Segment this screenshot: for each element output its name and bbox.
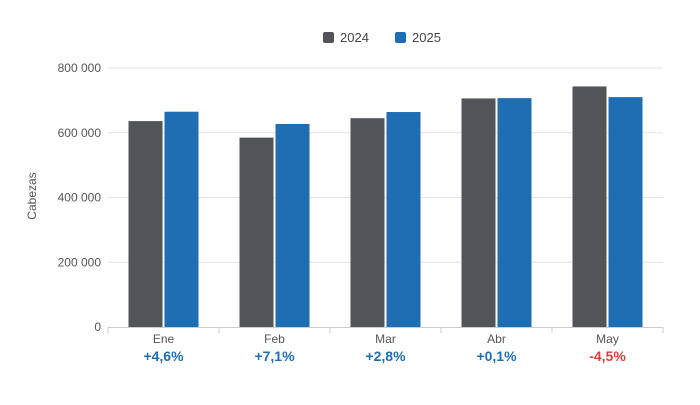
x-axis	[107, 327, 664, 333]
bar-2025-may	[608, 97, 643, 327]
change-labels: +4,6% +7,1% +2,8% +0,1% -4,5%	[143, 348, 626, 364]
bar-2025-ene	[164, 111, 199, 327]
y-tick-label: 800 000	[58, 61, 102, 75]
legend-item-2025[interactable]: 2025	[395, 30, 441, 45]
legend-swatch	[395, 32, 406, 43]
bar-2024-feb	[239, 137, 274, 327]
change-label: +2,8%	[365, 348, 406, 364]
y-tick-label: 600 000	[58, 126, 102, 140]
y-axis-ticks: 0 200 000 400 000 600 000 800 000	[58, 61, 102, 334]
y-tick-label: 400 000	[58, 191, 102, 205]
legend: 2024 2025	[323, 30, 441, 45]
bar-2025-feb	[275, 124, 310, 327]
bar-2024-may	[572, 86, 607, 327]
x-tick-label: Abr	[487, 332, 506, 346]
bar-2024-abr	[461, 98, 496, 328]
gridlines	[108, 67, 663, 263]
change-label: +7,1%	[254, 348, 295, 364]
x-tick-label: Ene	[153, 332, 175, 346]
y-tick-label: 200 000	[58, 255, 102, 269]
x-tick-label: May	[596, 332, 619, 346]
legend-item-2024[interactable]: 2024	[323, 30, 369, 45]
x-axis-ticks: Ene Feb Mar Abr May	[153, 332, 619, 346]
change-label: +4,6%	[143, 348, 184, 364]
bars	[128, 86, 643, 328]
bar-2025-mar	[386, 112, 421, 327]
change-label: +0,1%	[476, 348, 517, 364]
y-tick-label: 0	[94, 320, 101, 334]
legend-swatch	[323, 32, 334, 43]
x-tick-label: Mar	[375, 332, 396, 346]
legend-label: 2025	[412, 30, 441, 45]
change-label: -4,5%	[589, 348, 626, 364]
bar-2024-ene	[128, 121, 163, 327]
bar-2024-mar	[350, 118, 385, 328]
y-axis-title: Cabezas	[25, 172, 39, 219]
legend-label: 2024	[340, 30, 369, 45]
bar-2025-abr	[497, 98, 532, 327]
x-tick-label: Feb	[264, 332, 285, 346]
